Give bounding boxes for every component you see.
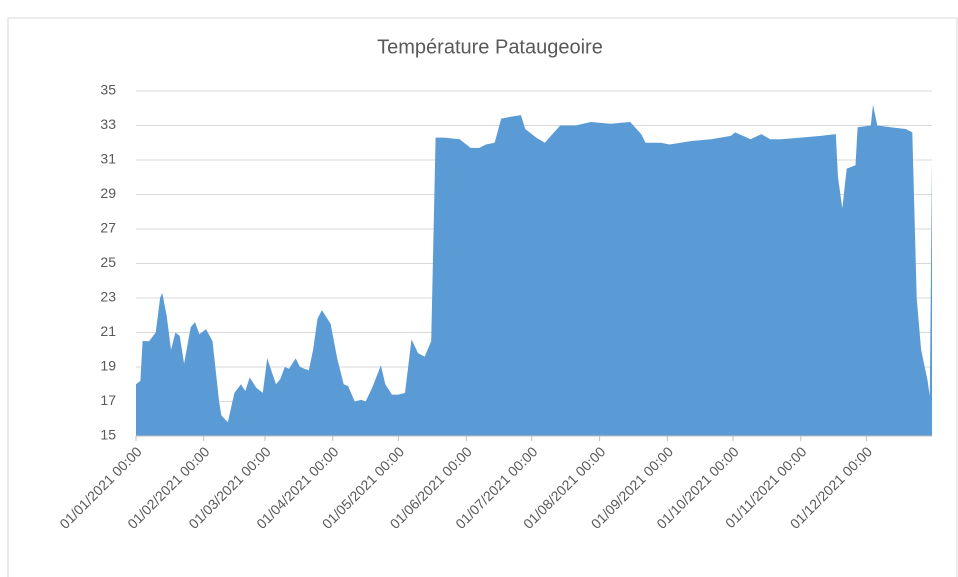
y-tick-label: 21 <box>100 323 116 339</box>
y-tick-label: 23 <box>100 289 116 305</box>
y-tick-label: 19 <box>100 358 116 374</box>
y-tick-label: 31 <box>100 151 116 167</box>
y-tick-label: 15 <box>100 427 116 443</box>
y-tick-label: 25 <box>100 254 116 270</box>
y-tick-label: 27 <box>100 220 116 236</box>
chart-title: Température Pataugeoire <box>377 36 603 58</box>
y-tick-label: 35 <box>100 82 116 98</box>
y-tick-label: 33 <box>100 116 116 132</box>
y-tick-label: 17 <box>100 392 116 408</box>
area <box>136 104 932 437</box>
y-tick-label: 29 <box>100 185 116 201</box>
